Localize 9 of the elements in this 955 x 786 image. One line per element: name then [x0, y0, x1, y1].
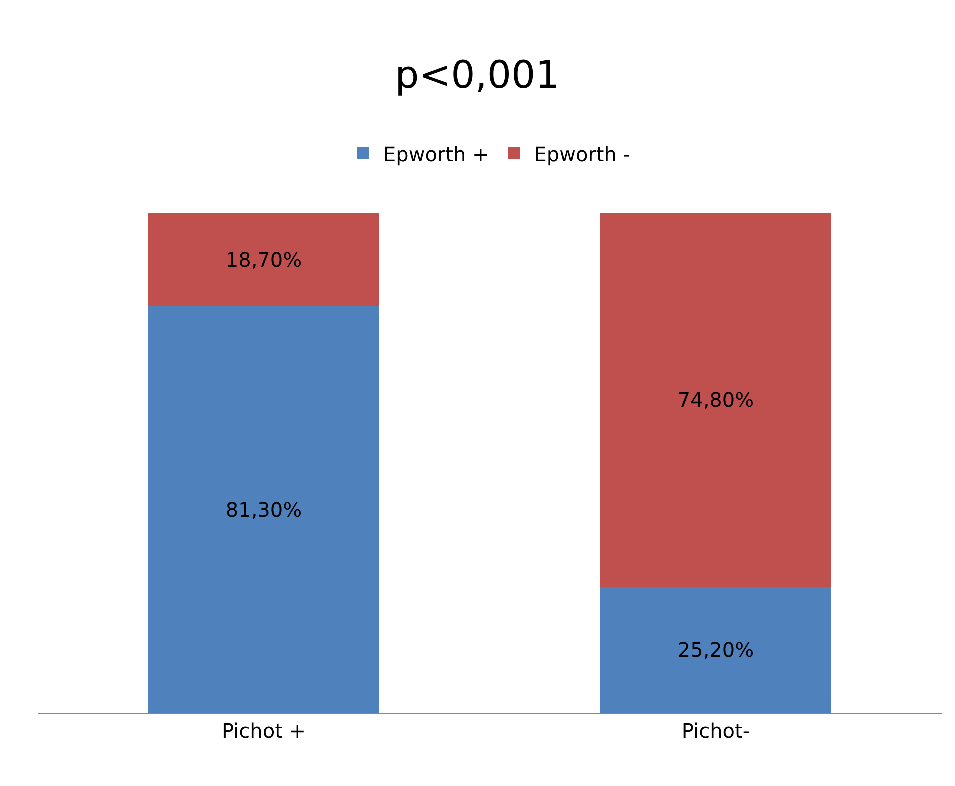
- legend-label: Epworth +: [384, 142, 490, 166]
- chart-title: p<0,001: [395, 52, 560, 97]
- data-label: 81,30%: [226, 498, 302, 522]
- data-label: 18,70%: [226, 248, 302, 272]
- data-label: 25,20%: [678, 638, 754, 662]
- data-label: 74,80%: [678, 388, 754, 412]
- legend-label: Epworth -: [534, 142, 631, 166]
- x-tick-label: Pichot-: [682, 719, 750, 743]
- x-tick-label: Pichot +: [222, 719, 306, 743]
